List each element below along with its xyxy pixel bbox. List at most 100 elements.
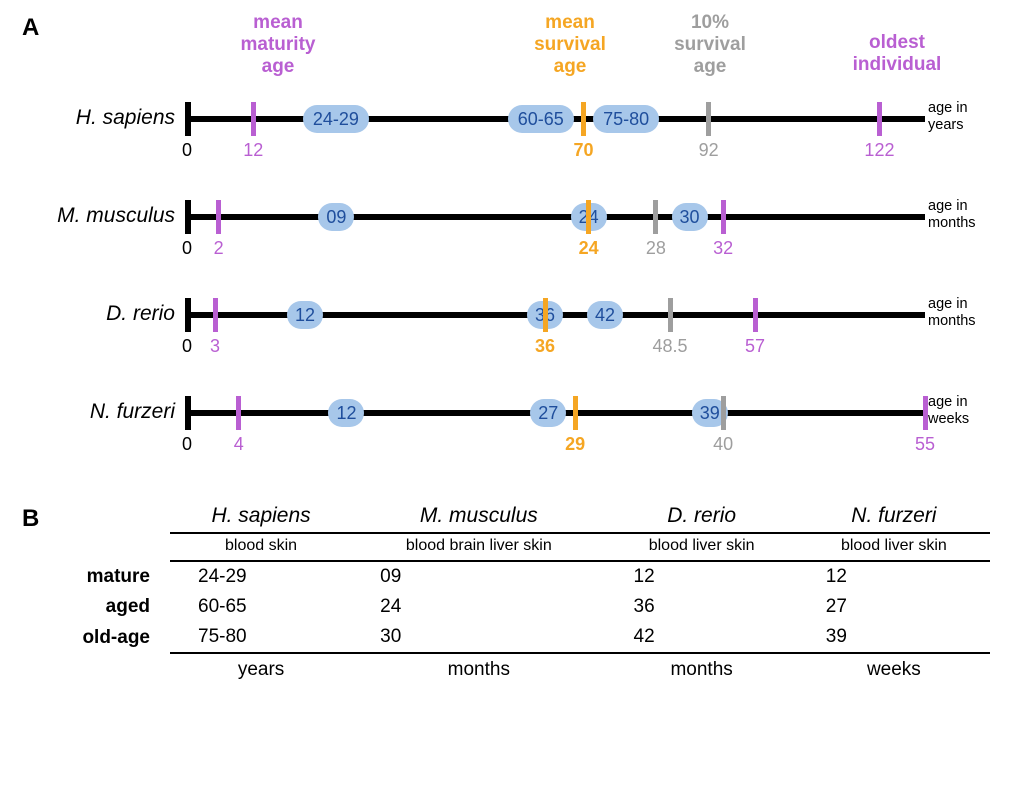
age-bubble: 09 [318, 203, 354, 231]
tick-mark [721, 396, 726, 430]
tick-label: 55 [915, 434, 935, 455]
table-cell: 12 [798, 561, 990, 592]
table-unit-cell: months [352, 653, 605, 685]
tick-label: 4 [234, 434, 244, 455]
table-cell: 60-65 [170, 592, 352, 622]
tick-label: 32 [713, 238, 733, 259]
tick-mark [543, 298, 548, 332]
tick-mark [923, 396, 928, 430]
species-label: N. furzeri [20, 400, 175, 424]
tick-label: 36 [535, 336, 555, 357]
table-row: old-age75-80304239 [30, 622, 990, 653]
tick-mark [573, 396, 578, 430]
age-bubble: 12 [328, 399, 364, 427]
age-bubble: 24-29 [303, 105, 369, 133]
tick-mark [586, 200, 591, 234]
table-cell: 24-29 [170, 561, 352, 592]
table-tissue-head: blood liver skin [606, 533, 798, 561]
table-cell: 39 [798, 622, 990, 653]
age-bubble: 60-65 [508, 105, 574, 133]
table-row: mature24-29091212 [30, 561, 990, 592]
table-cell: 09 [352, 561, 605, 592]
table-species-head: H. sapiens [170, 500, 352, 533]
panel-a: meanmaturityage meansurvivalage 10%surviva… [20, 12, 1000, 482]
tick-mark [668, 298, 673, 332]
table-unit-cell: months [606, 653, 798, 685]
table-cell: 12 [606, 561, 798, 592]
legend-maturity: meanmaturityage [223, 12, 333, 78]
table-cell: 75-80 [170, 622, 352, 653]
tick-label: 57 [745, 336, 765, 357]
timeline-row-m-musculus: M. musculus age inmonths00924302242832 [20, 192, 1000, 272]
tick-mark [753, 298, 758, 332]
table-cell: 27 [798, 592, 990, 622]
table-species-head: M. musculus [352, 500, 605, 533]
timeline-row-n-furzeri: N. furzeriage inweeks01227394294055 [20, 388, 1000, 468]
tick-label: 12 [243, 140, 263, 161]
timeline-row-d-rerio: D. rerio age inmonths012364233648.557 [20, 290, 1000, 370]
species-label: M. musculus [20, 204, 175, 228]
tick-label-zero: 0 [182, 434, 192, 455]
table-tissue-head: blood liver skin [798, 533, 990, 561]
tick-label-zero: 0 [182, 140, 192, 161]
table-species-head: D. rerio [606, 500, 798, 533]
tick-label: 2 [214, 238, 224, 259]
table-unit-cell: weeks [798, 653, 990, 685]
species-age-table: H. sapiensM. musculusD. rerioN. furzeri … [30, 500, 990, 685]
unit-label: age inmonths [928, 198, 1000, 231]
table-unit-cell: years [170, 653, 352, 685]
panel-b: H. sapiensM. musculusD. rerioN. furzeri … [20, 500, 1000, 685]
legend-tenpct: 10%survivalage [655, 12, 765, 78]
species-label: D. rerio [20, 302, 175, 326]
legend-oldest: oldestindividual [842, 32, 952, 76]
row-head: mature [30, 561, 170, 592]
tick-mark [721, 200, 726, 234]
age-bubble: 42 [587, 301, 623, 329]
legend-survival: meansurvivalage [515, 12, 625, 78]
axis: 024-2960-6575-80127092122 [185, 102, 925, 142]
table-tissue-head: blood skin [170, 533, 352, 561]
tick-label: 3 [210, 336, 220, 357]
age-bubble: 12 [287, 301, 323, 329]
tick-mark [236, 396, 241, 430]
table-tissue-head: blood brain liver skin [352, 533, 605, 561]
tick-mark [213, 298, 218, 332]
timeline-row-h-sapiens: H. sapiens age inyears 0 24-29 60-65 75-80 12 7… [20, 94, 1000, 174]
axis: 01227394294055 [185, 396, 925, 436]
table-unit-row: yearsmonthsmonthsweeks [30, 653, 990, 685]
table-species-head: N. furzeri [798, 500, 990, 533]
unit-label: age inyears [928, 100, 1000, 133]
table-cell: 24 [352, 592, 605, 622]
tick-mark [877, 102, 882, 136]
tick-label: 40 [713, 434, 733, 455]
axis: 00924302242832 [185, 200, 925, 240]
table-row: aged60-65243627 [30, 592, 990, 622]
table-cell: 36 [606, 592, 798, 622]
age-bubble: 75-80 [593, 105, 659, 133]
table-cell: 42 [606, 622, 798, 653]
age-bubble: 27 [530, 399, 566, 427]
tick-label: 122 [864, 140, 894, 161]
tick-label: 24 [579, 238, 599, 259]
species-label: H. sapiens [20, 106, 175, 130]
tick-mark [706, 102, 711, 136]
tick-mark [653, 200, 658, 234]
age-bubble: 30 [672, 203, 708, 231]
tick-label: 28 [646, 238, 666, 259]
tick-label-zero: 0 [182, 336, 192, 357]
figure-root: A meanmaturityagemeansurvivalage10%survi… [0, 0, 1020, 785]
row-head: aged [30, 592, 170, 622]
tick-label: 70 [573, 140, 593, 161]
unit-label: age inmonths [928, 296, 1000, 329]
tick-label: 92 [699, 140, 719, 161]
tick-mark [581, 102, 586, 136]
axis: 012364233648.557 [185, 298, 925, 338]
tick-mark [251, 102, 256, 136]
table-cell: 30 [352, 622, 605, 653]
unit-label: age inweeks [928, 394, 1000, 427]
tick-label-zero: 0 [182, 238, 192, 259]
tick-label: 29 [565, 434, 585, 455]
row-head: old-age [30, 622, 170, 653]
tick-label: 48.5 [652, 336, 687, 357]
tick-mark [216, 200, 221, 234]
